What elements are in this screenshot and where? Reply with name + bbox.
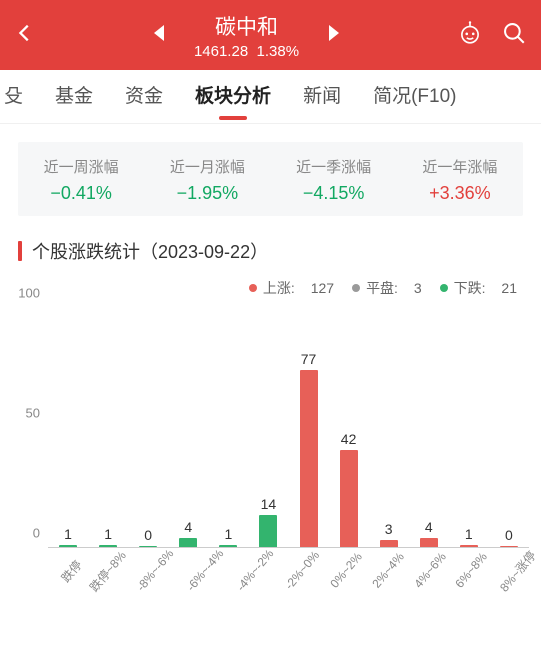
app-header: 碳中和 1461.28 1.38% [0, 0, 541, 70]
tab-5[interactable]: 简况(F10) [357, 70, 472, 124]
bar-value-label: 4 [425, 519, 433, 535]
tab-1[interactable]: 基金 [39, 70, 109, 124]
tab-0[interactable]: 殳 [4, 70, 39, 124]
period-label: 近一周涨幅 [18, 156, 144, 177]
tab-4[interactable]: 新闻 [287, 70, 357, 124]
bar [300, 370, 318, 547]
period-row: 近一周涨幅 −0.41%近一月涨幅 −1.95%近一季涨幅 −4.15%近一年涨幅 +3… [18, 142, 523, 216]
legend-flat: 平盘: 3 [352, 278, 422, 298]
x-axis: 跌停跌停~8%-8%~-6%-6%~-4%-4%~-2%-2%~0%0%~2%2… [48, 550, 529, 608]
y-tick: 0 [33, 526, 40, 541]
y-axis: 050100 [12, 308, 46, 548]
period-cell-2: 近一季涨幅 −4.15% [271, 142, 397, 216]
bar-value-label: 42 [341, 431, 357, 447]
distribution-chart: 050100 110411477423410 跌停跌停~8%-8%~-6%-6%… [12, 308, 529, 608]
legend-up: 上涨: 127 [249, 278, 334, 298]
period-label: 近一年涨幅 [397, 156, 523, 177]
period-value: −0.41% [18, 183, 144, 204]
tab-2[interactable]: 资金 [109, 70, 179, 124]
period-value: −4.15% [271, 183, 397, 204]
bar-value-label: 4 [184, 519, 192, 535]
tab-bar: 殳基金资金板块分析新闻简况(F10) [0, 70, 541, 124]
section-title: 个股涨跌统计（2023-09-22） [18, 238, 523, 264]
stock-title: 碳中和 [194, 11, 299, 41]
plot-area: 110411477423410 [48, 318, 529, 548]
bar [259, 515, 277, 547]
bar-slot: 14 [248, 318, 288, 547]
back-icon[interactable] [14, 22, 36, 49]
robot-icon[interactable] [457, 20, 483, 51]
bar-slot: 77 [288, 318, 328, 547]
bar-slot: 3 [369, 318, 409, 547]
bar-value-label: 1 [224, 526, 232, 542]
bar-slot: 1 [208, 318, 248, 547]
period-label: 近一季涨幅 [271, 156, 397, 177]
bar-slot: 4 [168, 318, 208, 547]
bar-slot: 1 [88, 318, 128, 547]
title-block: 碳中和 1461.28 1.38% [194, 11, 299, 60]
bar-value-label: 77 [301, 351, 317, 367]
legend-down: 下跌: 21 [440, 278, 517, 298]
period-label: 近一月涨幅 [144, 156, 270, 177]
y-tick: 50 [26, 406, 40, 421]
bar-slot: 4 [409, 318, 449, 547]
period-value: +3.36% [397, 183, 523, 204]
stock-subtitle: 1461.28 1.38% [194, 43, 299, 60]
y-tick: 100 [18, 286, 40, 301]
bar-value-label: 3 [385, 521, 393, 537]
period-cell-0: 近一周涨幅 −0.41% [18, 142, 144, 216]
period-cell-3: 近一年涨幅 +3.36% [397, 142, 523, 216]
period-value: −1.95% [144, 183, 270, 204]
bar-value-label: 1 [64, 526, 72, 542]
header-center: 碳中和 1461.28 1.38% [36, 11, 457, 60]
bar-slot: 1 [449, 318, 489, 547]
next-icon[interactable] [327, 24, 341, 47]
chart-legend: 上涨: 127 平盘: 3 下跌: 21 [0, 278, 517, 298]
bar-slot: 42 [329, 318, 369, 547]
search-icon[interactable] [501, 20, 527, 51]
header-right [457, 20, 527, 51]
bar-value-label: 14 [261, 496, 277, 512]
bar-slot: 0 [489, 318, 529, 547]
bar [340, 450, 358, 547]
prev-icon[interactable] [152, 24, 166, 47]
bar [219, 545, 237, 547]
period-cell-1: 近一月涨幅 −1.95% [144, 142, 270, 216]
bar-slot: 1 [48, 318, 88, 547]
tab-3[interactable]: 板块分析 [179, 70, 287, 124]
bar-slot: 0 [128, 318, 168, 547]
